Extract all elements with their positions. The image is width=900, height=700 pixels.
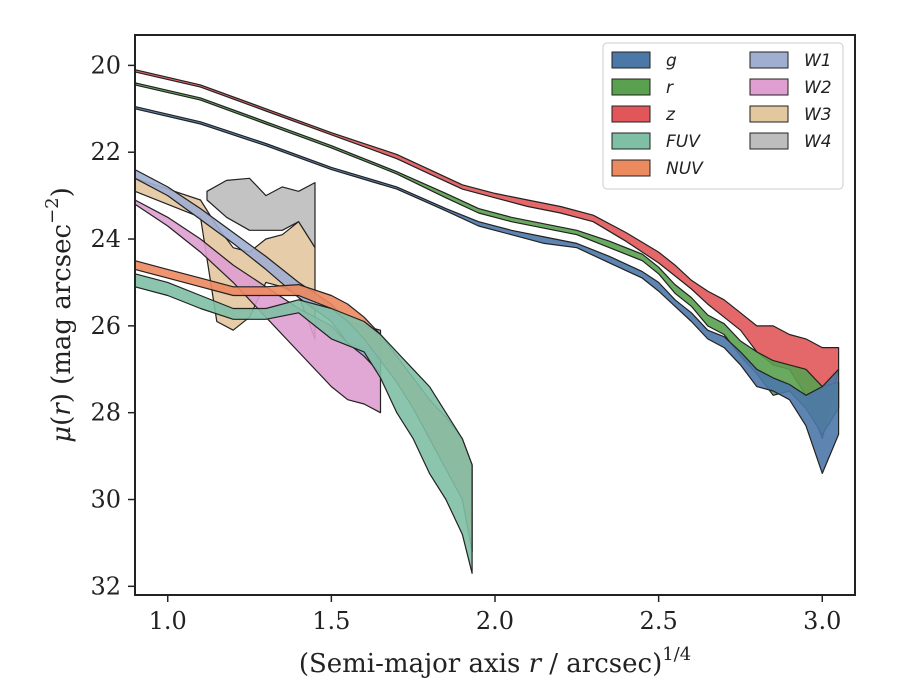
y-tick-label: 24	[90, 225, 121, 253]
band-fuv	[134, 273, 473, 574]
legend-swatch-w4	[749, 132, 789, 150]
legend-label-fuv: FUV	[666, 132, 701, 152]
legend-label-g: g	[666, 51, 677, 71]
x-axis-label-var: r	[529, 649, 543, 679]
legend-label-r: r	[666, 78, 674, 98]
band-w2	[134, 199, 382, 414]
legend-swatch-nuv	[611, 159, 651, 177]
legend-swatch-w3	[749, 105, 789, 123]
bands-layer	[134, 69, 840, 574]
y-axis-label-power: −2	[42, 197, 63, 224]
y-axis-label: μ(r) (mag arcsec−2)	[42, 187, 77, 443]
y-tick-label: 22	[90, 138, 121, 166]
band-g	[134, 105, 840, 474]
legend-label-z: z	[665, 105, 676, 125]
x-ticks: 1.0 1.5 2.0 2.5 3.0	[149, 595, 841, 635]
legend-swatch-g	[611, 51, 651, 69]
y-axis-label-close: )	[47, 187, 77, 197]
x-axis-label-power: 1/4	[662, 644, 691, 665]
y-axis-label-mu: μ	[47, 426, 77, 443]
legend-swatch-w2	[749, 78, 789, 96]
y-axis-label-rest: ) (mag arcsec	[47, 224, 77, 403]
x-axis-label-suffix: / arcsec)	[541, 649, 662, 679]
legend-label-w2: W2	[804, 78, 832, 98]
x-tick-label: 3.0	[803, 607, 841, 635]
legend-swatch-w1	[749, 51, 789, 69]
x-tick-label: 2.0	[476, 607, 514, 635]
x-tick-label: 1.0	[149, 607, 187, 635]
x-axis-label-prefix: (Semi-major axis	[299, 649, 529, 679]
y-tick-label: 30	[90, 485, 121, 513]
legend: grz FUV NUV W1 W2 W3 W4	[602, 42, 844, 190]
y-axis-label-var: r	[47, 402, 77, 416]
x-axis-label: (Semi-major axis r / arcsec)1/4	[299, 644, 691, 679]
legend-label-w4: W4	[804, 132, 832, 152]
y-tick-label: 28	[90, 399, 121, 427]
legend-label-w3: W3	[804, 105, 832, 125]
legend-swatch-z	[611, 105, 651, 123]
x-tick-label: 2.5	[640, 607, 678, 635]
y-ticks: 20 22 24 26 28 30 32	[90, 51, 135, 600]
legend-label-nuv: NUV	[666, 159, 704, 179]
y-axis-label-open: (	[47, 416, 77, 426]
y-tick-label: 20	[90, 51, 121, 79]
legend-swatch-fuv	[611, 132, 651, 150]
y-tick-label: 26	[90, 312, 121, 340]
x-tick-label: 1.5	[312, 607, 350, 635]
legend-swatch-r	[611, 78, 651, 96]
legend-label-w1: W1	[804, 51, 832, 71]
y-tick-label: 32	[90, 572, 121, 600]
